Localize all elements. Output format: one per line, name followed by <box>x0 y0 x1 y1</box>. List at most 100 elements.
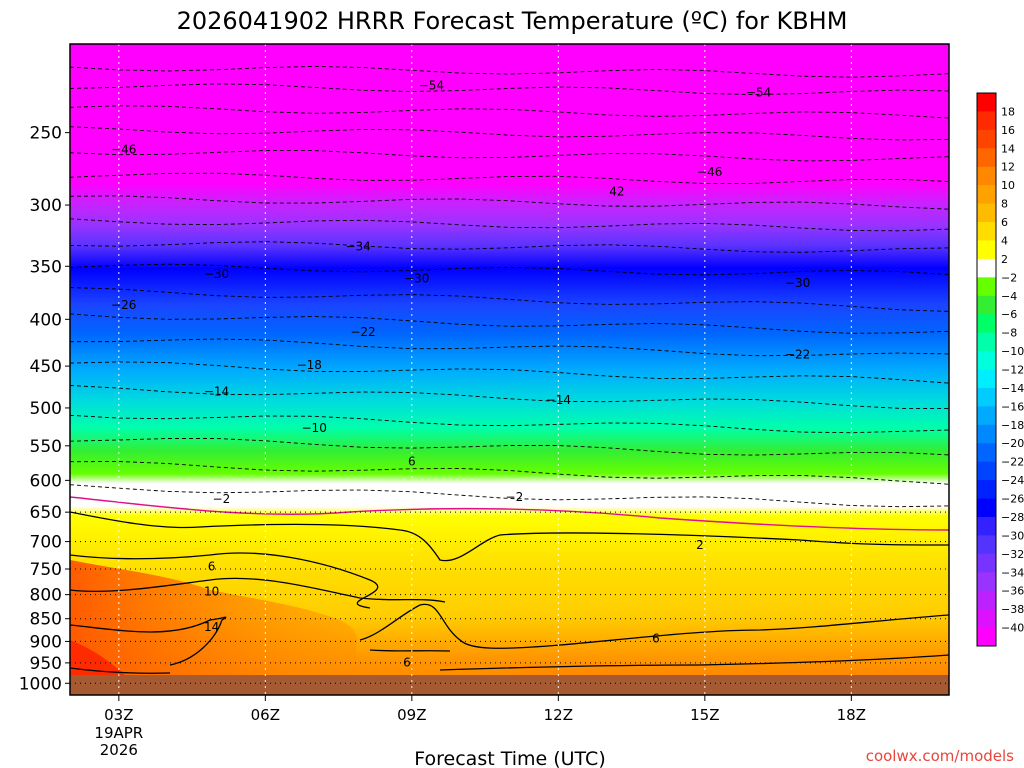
colorbar-label: −34 <box>1001 566 1024 579</box>
colorbar-swatch <box>977 480 996 500</box>
contour-label: 10 <box>204 585 219 599</box>
warm-surface-region <box>70 560 554 695</box>
x-tick-label: 03Z <box>104 706 133 724</box>
y-tick-label: 600 <box>30 471 62 491</box>
colorbar-swatch <box>977 93 996 112</box>
x-tick-label: 09Z <box>397 706 426 724</box>
colorbar-swatch <box>977 258 996 278</box>
colorbar-label: −20 <box>1001 437 1024 450</box>
colorbar-label: 14 <box>1001 142 1015 155</box>
contour-label: 14 <box>204 620 219 634</box>
contour-label: −46 <box>111 143 136 157</box>
contour-label: 6 <box>208 559 216 573</box>
colorbar-swatch <box>977 609 996 629</box>
colorbar-swatch <box>977 111 996 131</box>
colorbar-label: −28 <box>1001 511 1024 524</box>
colorbar-label: −18 <box>1001 419 1024 432</box>
colorbar-label: −40 <box>1001 622 1024 635</box>
contour-label: −34 <box>345 239 370 253</box>
ground-surface <box>70 675 949 695</box>
x-date-label: 19APR <box>94 724 143 742</box>
y-tick-label: 250 <box>30 124 62 144</box>
contour-label: 6 <box>408 454 416 468</box>
chart-title: 2026041902 HRRR Forecast Temperature (ºC… <box>177 7 848 35</box>
y-tick-label: 700 <box>30 533 62 553</box>
colorbar-swatch <box>977 424 996 444</box>
colorbar-swatch <box>977 443 996 463</box>
y-tick-label: 1000 <box>19 674 62 694</box>
contour-label: −14 <box>204 385 229 399</box>
contour-label: −10 <box>302 421 327 435</box>
colorbar-label: 2 <box>1001 253 1008 266</box>
contour-label: −30 <box>404 272 429 286</box>
grid-lines <box>70 44 949 695</box>
colorbar-swatch <box>977 553 996 573</box>
colorbar-swatch <box>977 535 996 555</box>
colorbar-swatch <box>977 129 996 149</box>
y-tick-label: 450 <box>30 357 62 377</box>
y-tick-label: 400 <box>30 310 62 330</box>
colorbar-swatch <box>977 148 996 168</box>
colorbar-swatch <box>977 277 996 297</box>
colorbar-swatch <box>977 314 996 334</box>
y-tick-label: 900 <box>30 632 62 652</box>
colorbar-swatch <box>977 572 996 592</box>
colorbar-label: 10 <box>1001 179 1015 192</box>
colorbar-label: −36 <box>1001 585 1024 598</box>
colorbar-swatch <box>977 498 996 518</box>
colorbar-label: −30 <box>1001 529 1024 542</box>
contour-label: −2 <box>506 490 524 504</box>
colorbar-label: 16 <box>1001 124 1015 137</box>
x-tick-label: 06Z <box>251 706 280 724</box>
colorbar-label: −14 <box>1001 382 1024 395</box>
colorbar-frame <box>976 92 997 647</box>
x-tick-label: 15Z <box>690 706 719 724</box>
colorbar-swatch <box>977 590 996 610</box>
y-tick-label: 750 <box>30 560 62 580</box>
y-tick-label: 650 <box>30 503 62 523</box>
contour-label: −18 <box>297 358 322 372</box>
colorbar-label: −6 <box>1001 308 1017 321</box>
colorbar-swatch <box>977 516 996 536</box>
contour-label: −30 <box>204 267 229 281</box>
y-tick-label: 300 <box>30 196 62 216</box>
colorbar-label: −22 <box>1001 456 1024 469</box>
colorbar-label: −12 <box>1001 364 1024 377</box>
colorbar-label: 4 <box>1001 234 1008 247</box>
y-tick-label: 950 <box>30 654 62 674</box>
contour-label: 6 <box>403 655 411 669</box>
colorbar-swatch <box>977 295 996 315</box>
x-axis-title: Forecast Time (UTC) <box>414 748 605 768</box>
colorbar-label: 18 <box>1001 105 1015 118</box>
colorbar-label: 6 <box>1001 216 1008 229</box>
colorbar-label: −8 <box>1001 327 1017 340</box>
colorbar-label: −26 <box>1001 493 1024 506</box>
isotherm-solid-lines <box>70 511 949 674</box>
colorbar-swatch <box>977 406 996 426</box>
contour-label: −22 <box>785 347 810 361</box>
y-tick-label: 850 <box>30 610 62 630</box>
contour-label: −54 <box>419 78 444 92</box>
x-tick-label: 12Z <box>544 706 573 724</box>
temperature-field <box>70 44 949 695</box>
y-axis-ticks: 2503003504004505005506006507007508008509… <box>19 124 70 694</box>
colorbar-swatch <box>977 387 996 407</box>
y-tick-label: 350 <box>30 257 62 277</box>
freezing-line <box>70 496 949 531</box>
contour-label: −14 <box>546 393 571 407</box>
colorbar-label: 12 <box>1001 161 1015 174</box>
y-tick-label: 800 <box>30 586 62 606</box>
contour-label: 2 <box>696 538 704 552</box>
colorbar-swatch <box>977 332 996 352</box>
contour-label: −54 <box>746 86 771 100</box>
contour-label: −2 <box>213 492 231 506</box>
colorbar-label: −32 <box>1001 548 1024 561</box>
y-tick-label: 550 <box>30 437 62 457</box>
colorbar-swatch <box>977 461 996 481</box>
colorbar-label: 8 <box>1001 198 1008 211</box>
contour-label: −22 <box>350 325 375 339</box>
colorbar-label: −24 <box>1001 474 1024 487</box>
